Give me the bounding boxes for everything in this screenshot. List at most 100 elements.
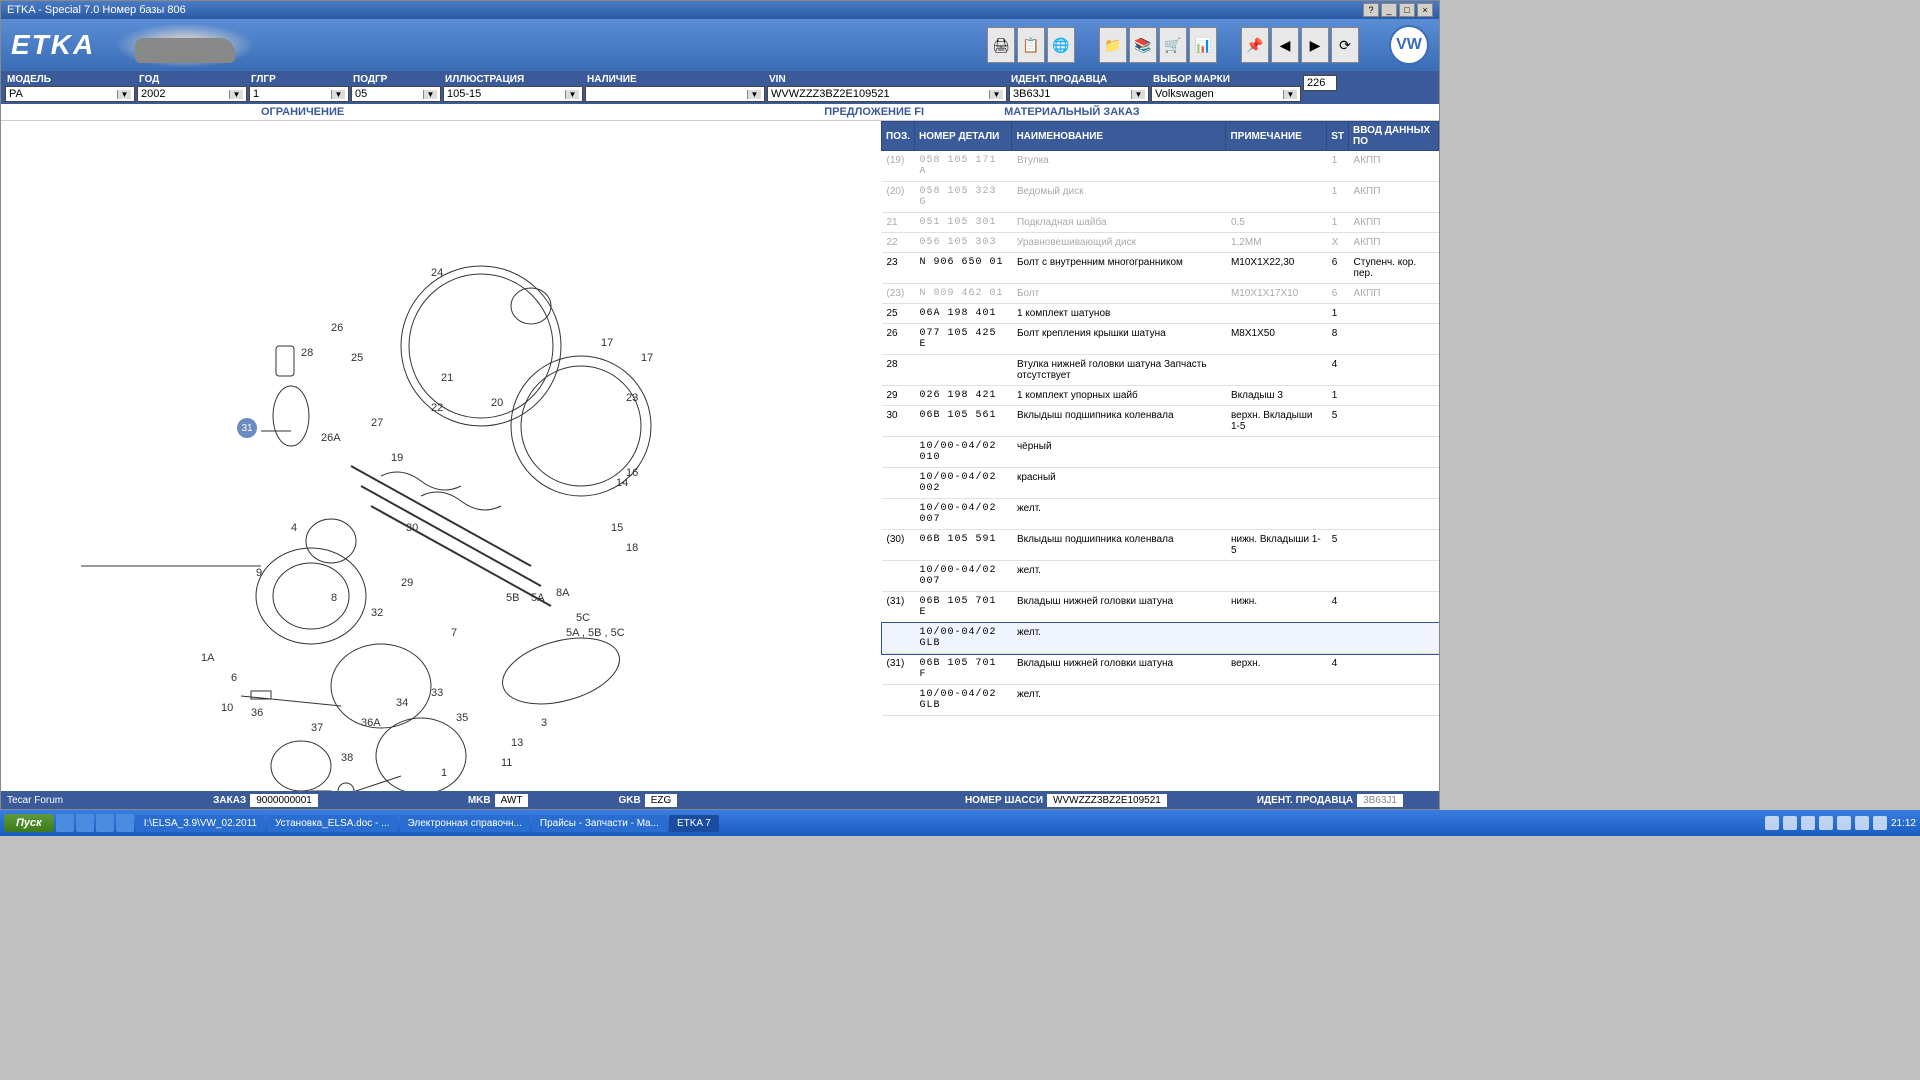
toolbar-icon[interactable]: ⟳ <box>1331 27 1359 63</box>
table-row[interactable]: 3006B 105 561Вклыдыш подшипника коленвал… <box>882 406 1439 437</box>
callout-label[interactable]: 5A , 5B , 5C <box>566 627 625 639</box>
toolbar-icon[interactable]: ◀ <box>1271 27 1299 63</box>
tray-icon[interactable] <box>1765 816 1779 830</box>
taskbar-item[interactable]: ETKA 7 <box>669 815 719 832</box>
col-part[interactable]: НОМЕР ДЕТАЛИ <box>915 122 1012 151</box>
callout-label[interactable]: 20 <box>491 397 503 409</box>
callout-label[interactable]: 24 <box>431 267 443 279</box>
dropdown-icon[interactable]: ▼ <box>423 90 437 99</box>
callout-label[interactable]: 16 <box>626 467 638 479</box>
callout-label[interactable]: 35 <box>456 712 468 724</box>
tab-offer[interactable]: ПРЕДЛОЖЕНИЕ FI <box>824 106 924 118</box>
callout-label[interactable]: 4 <box>291 522 297 534</box>
callout-31-highlighted[interactable]: 31 <box>237 418 257 438</box>
callout-label[interactable]: 32 <box>371 607 383 619</box>
dropdown-icon[interactable]: ▼ <box>1283 90 1297 99</box>
toolbar-icon[interactable]: 📋 <box>1017 27 1045 63</box>
quicklaunch-icon[interactable] <box>56 814 74 832</box>
table-row[interactable]: (30)06B 105 591Вклыдыш подшипника коленв… <box>882 530 1439 561</box>
toolbar-icon[interactable]: 🛒 <box>1159 27 1187 63</box>
callout-label[interactable]: 36A <box>361 717 381 729</box>
callout-label[interactable]: 1 <box>441 767 447 779</box>
dropdown-icon[interactable]: ▼ <box>1131 90 1145 99</box>
taskbar-item[interactable]: Прайсы - Запчасти - Ma... <box>532 815 667 832</box>
toolbar-icon[interactable]: 📊 <box>1189 27 1217 63</box>
filter-input-brand[interactable]: Volkswagen▼ <box>1151 86 1301 102</box>
callout-label[interactable]: 34 <box>396 697 408 709</box>
toolbar-icon[interactable]: 🖨 <box>987 27 1015 63</box>
callout-label[interactable]: 6 <box>231 672 237 684</box>
dropdown-icon[interactable]: ▼ <box>989 90 1003 99</box>
maximize-button[interactable]: □ <box>1399 3 1415 17</box>
col-st[interactable]: ST <box>1327 122 1349 151</box>
callout-label[interactable]: 10 <box>221 702 233 714</box>
toolbar-icon[interactable]: ▶ <box>1301 27 1329 63</box>
callout-label[interactable]: 19 <box>391 452 403 464</box>
dropdown-icon[interactable]: ▼ <box>229 90 243 99</box>
table-row[interactable]: (20)058 105 323 GВедомый диск1АКПП <box>882 182 1439 213</box>
callout-label[interactable]: 27 <box>371 417 383 429</box>
callout-label[interactable]: 18 <box>626 542 638 554</box>
callout-label[interactable]: 3 <box>541 717 547 729</box>
table-row[interactable]: (31)06B 105 701 EВкладыш нижней головки … <box>882 592 1439 623</box>
table-row[interactable]: (23)N 909 462 01БолтM10X1X17X106АКПП <box>882 284 1439 304</box>
callout-label[interactable]: 5C <box>576 612 590 624</box>
table-row[interactable]: (19)058 105 171 AВтулка1АКПП <box>882 151 1439 182</box>
tab-material-order[interactable]: МАТЕРИАЛЬНЫЙ ЗАКАЗ <box>1004 106 1140 118</box>
close-button[interactable]: × <box>1417 3 1433 17</box>
dropdown-icon[interactable]: ▼ <box>747 90 761 99</box>
table-row[interactable]: 2506A 198 4011 комплект шатунов1 <box>882 304 1439 324</box>
table-row[interactable]: 23N 906 650 01Болт с внутренним многогра… <box>882 253 1439 284</box>
tecar-forum-link[interactable]: Tecar Forum <box>7 795 63 806</box>
table-row[interactable]: 10/00-04/02 007желт. <box>882 499 1439 530</box>
callout-label[interactable]: 5B <box>506 592 519 604</box>
tray-icon[interactable] <box>1837 816 1851 830</box>
filter-input-subgr[interactable]: 05▼ <box>351 86 441 102</box>
callout-label[interactable]: 22 <box>431 402 443 414</box>
table-row[interactable]: (31)06B 105 701 FВкладыш нижней головки … <box>882 654 1439 685</box>
tab-restriction[interactable]: ОГРАНИЧЕНИЕ <box>261 106 344 118</box>
table-row[interactable]: 21051 105 301Подкладная шайба0,51АКПП <box>882 213 1439 233</box>
start-button[interactable]: Пуск <box>4 814 54 832</box>
dropdown-icon[interactable]: ▼ <box>565 90 579 99</box>
callout-label[interactable]: 28 <box>301 347 313 359</box>
callout-label[interactable]: 29 <box>401 577 413 589</box>
quicklaunch-icon[interactable] <box>116 814 134 832</box>
callout-label[interactable]: 23 <box>626 392 638 404</box>
filter-input-dealer[interactable]: 3B63J1▼ <box>1009 86 1149 102</box>
callout-label[interactable]: 11 <box>501 757 512 769</box>
tray-icon[interactable] <box>1819 816 1833 830</box>
callout-label[interactable]: 21 <box>441 372 453 384</box>
dropdown-icon[interactable]: ▼ <box>117 90 131 99</box>
taskbar-item[interactable]: Установка_ELSA.doc - ... <box>267 815 398 832</box>
callout-label[interactable]: 17 <box>601 337 613 349</box>
tray-icon[interactable] <box>1801 816 1815 830</box>
tray-icon[interactable] <box>1873 816 1887 830</box>
table-row[interactable]: 10/00-04/02 010чёрный <box>882 437 1439 468</box>
quicklaunch-icon[interactable] <box>76 814 94 832</box>
col-pos[interactable]: ПОЗ. <box>882 122 915 151</box>
callout-label[interactable]: 26A <box>321 432 341 444</box>
filter-input-vin[interactable]: WVWZZZ3BZ2E109521▼ <box>767 86 1007 102</box>
callout-label[interactable]: 15 <box>611 522 623 534</box>
toolbar-icon[interactable]: 🌐 <box>1047 27 1075 63</box>
callout-label[interactable]: 37 <box>311 722 323 734</box>
tray-icon[interactable] <box>1783 816 1797 830</box>
col-note[interactable]: ПРИМЕЧАНИЕ <box>1226 122 1327 151</box>
callout-label[interactable]: 7 <box>451 627 457 639</box>
col-data[interactable]: ВВОД ДАННЫХ ПО <box>1349 122 1439 151</box>
callout-label[interactable]: 8A <box>556 587 570 599</box>
callout-label[interactable]: 17 <box>641 352 653 364</box>
table-row[interactable]: 10/00-04/02 GLBжелт. <box>882 623 1439 654</box>
callout-label[interactable]: 36 <box>251 707 263 719</box>
filter-input-code[interactable]: 226 <box>1303 75 1337 91</box>
toolbar-icon[interactable]: 📚 <box>1129 27 1157 63</box>
help-button[interactable]: ? <box>1363 3 1379 17</box>
table-row[interactable]: 29026 198 4211 комплект упорных шайбВкла… <box>882 386 1439 406</box>
quicklaunch-icon[interactable] <box>96 814 114 832</box>
callout-label[interactable]: 33 <box>431 687 443 699</box>
taskbar-item[interactable]: I:\ELSA_3.9\VW_02.2011 <box>136 815 265 832</box>
callout-label[interactable]: 38 <box>341 752 353 764</box>
dropdown-icon[interactable]: ▼ <box>331 90 345 99</box>
col-name[interactable]: НАИМЕНОВАНИЕ <box>1012 122 1226 151</box>
